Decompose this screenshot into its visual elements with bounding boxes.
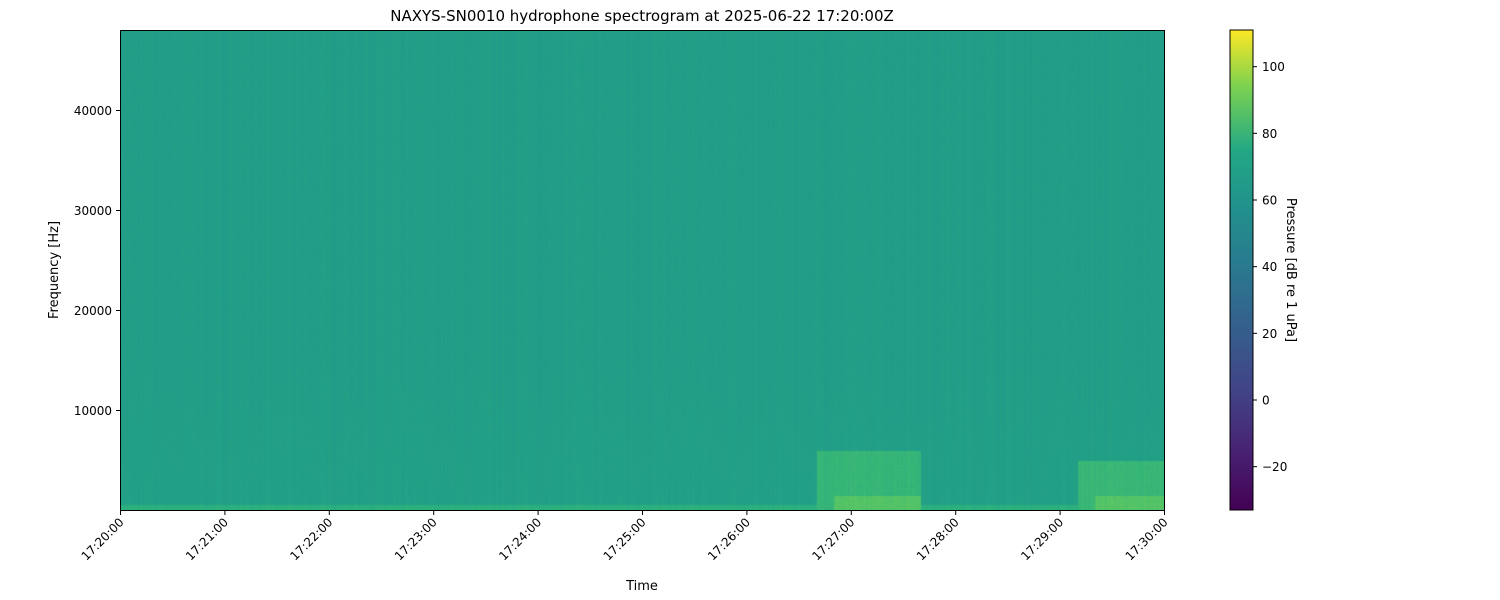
- colorbar-tick-label: 20: [1262, 327, 1277, 341]
- chart-title: NAXYS-SN0010 hydrophone spectrogram at 2…: [390, 7, 894, 25]
- x-tick-label: 17:27:00: [809, 515, 857, 563]
- colorbar: [1229, 29, 1254, 511]
- colorbar-tick-label: 40: [1262, 260, 1277, 274]
- x-tick-label: 17:29:00: [1018, 515, 1066, 563]
- x-tick-label: 17:28:00: [914, 515, 962, 563]
- colorbar-label: Pressure [dB re 1 uPa]: [1283, 198, 1298, 342]
- colorbar-tick-label: 60: [1262, 194, 1277, 208]
- y-axis-label: Frequency [Hz]: [47, 221, 62, 319]
- plot-frame: [120, 30, 1165, 511]
- x-tick-label: 17:30:00: [1123, 515, 1171, 563]
- x-tick-label: 17:23:00: [392, 515, 440, 563]
- y-tick-label: 10000: [74, 404, 112, 418]
- y-tick-label: 20000: [74, 304, 112, 318]
- x-tick-label: 17:26:00: [705, 515, 753, 563]
- x-tick-label: 17:22:00: [287, 515, 335, 563]
- colorbar-tick-label: 100: [1262, 60, 1285, 74]
- y-tick-label: 30000: [74, 204, 112, 218]
- spectrogram-image: [121, 31, 1164, 510]
- y-tick-label: 40000: [74, 104, 112, 118]
- x-tick-label: 17:20:00: [79, 515, 127, 563]
- x-tick-label: 17:21:00: [183, 515, 231, 563]
- colorbar-tick-label: 0: [1262, 394, 1270, 408]
- x-tick-label: 17:24:00: [496, 515, 544, 563]
- x-axis-label: Time: [625, 579, 658, 594]
- colorbar-tick-label: 80: [1262, 127, 1277, 141]
- x-tick-label: 17:25:00: [601, 515, 649, 563]
- colorbar-tick-label: −20: [1262, 460, 1287, 474]
